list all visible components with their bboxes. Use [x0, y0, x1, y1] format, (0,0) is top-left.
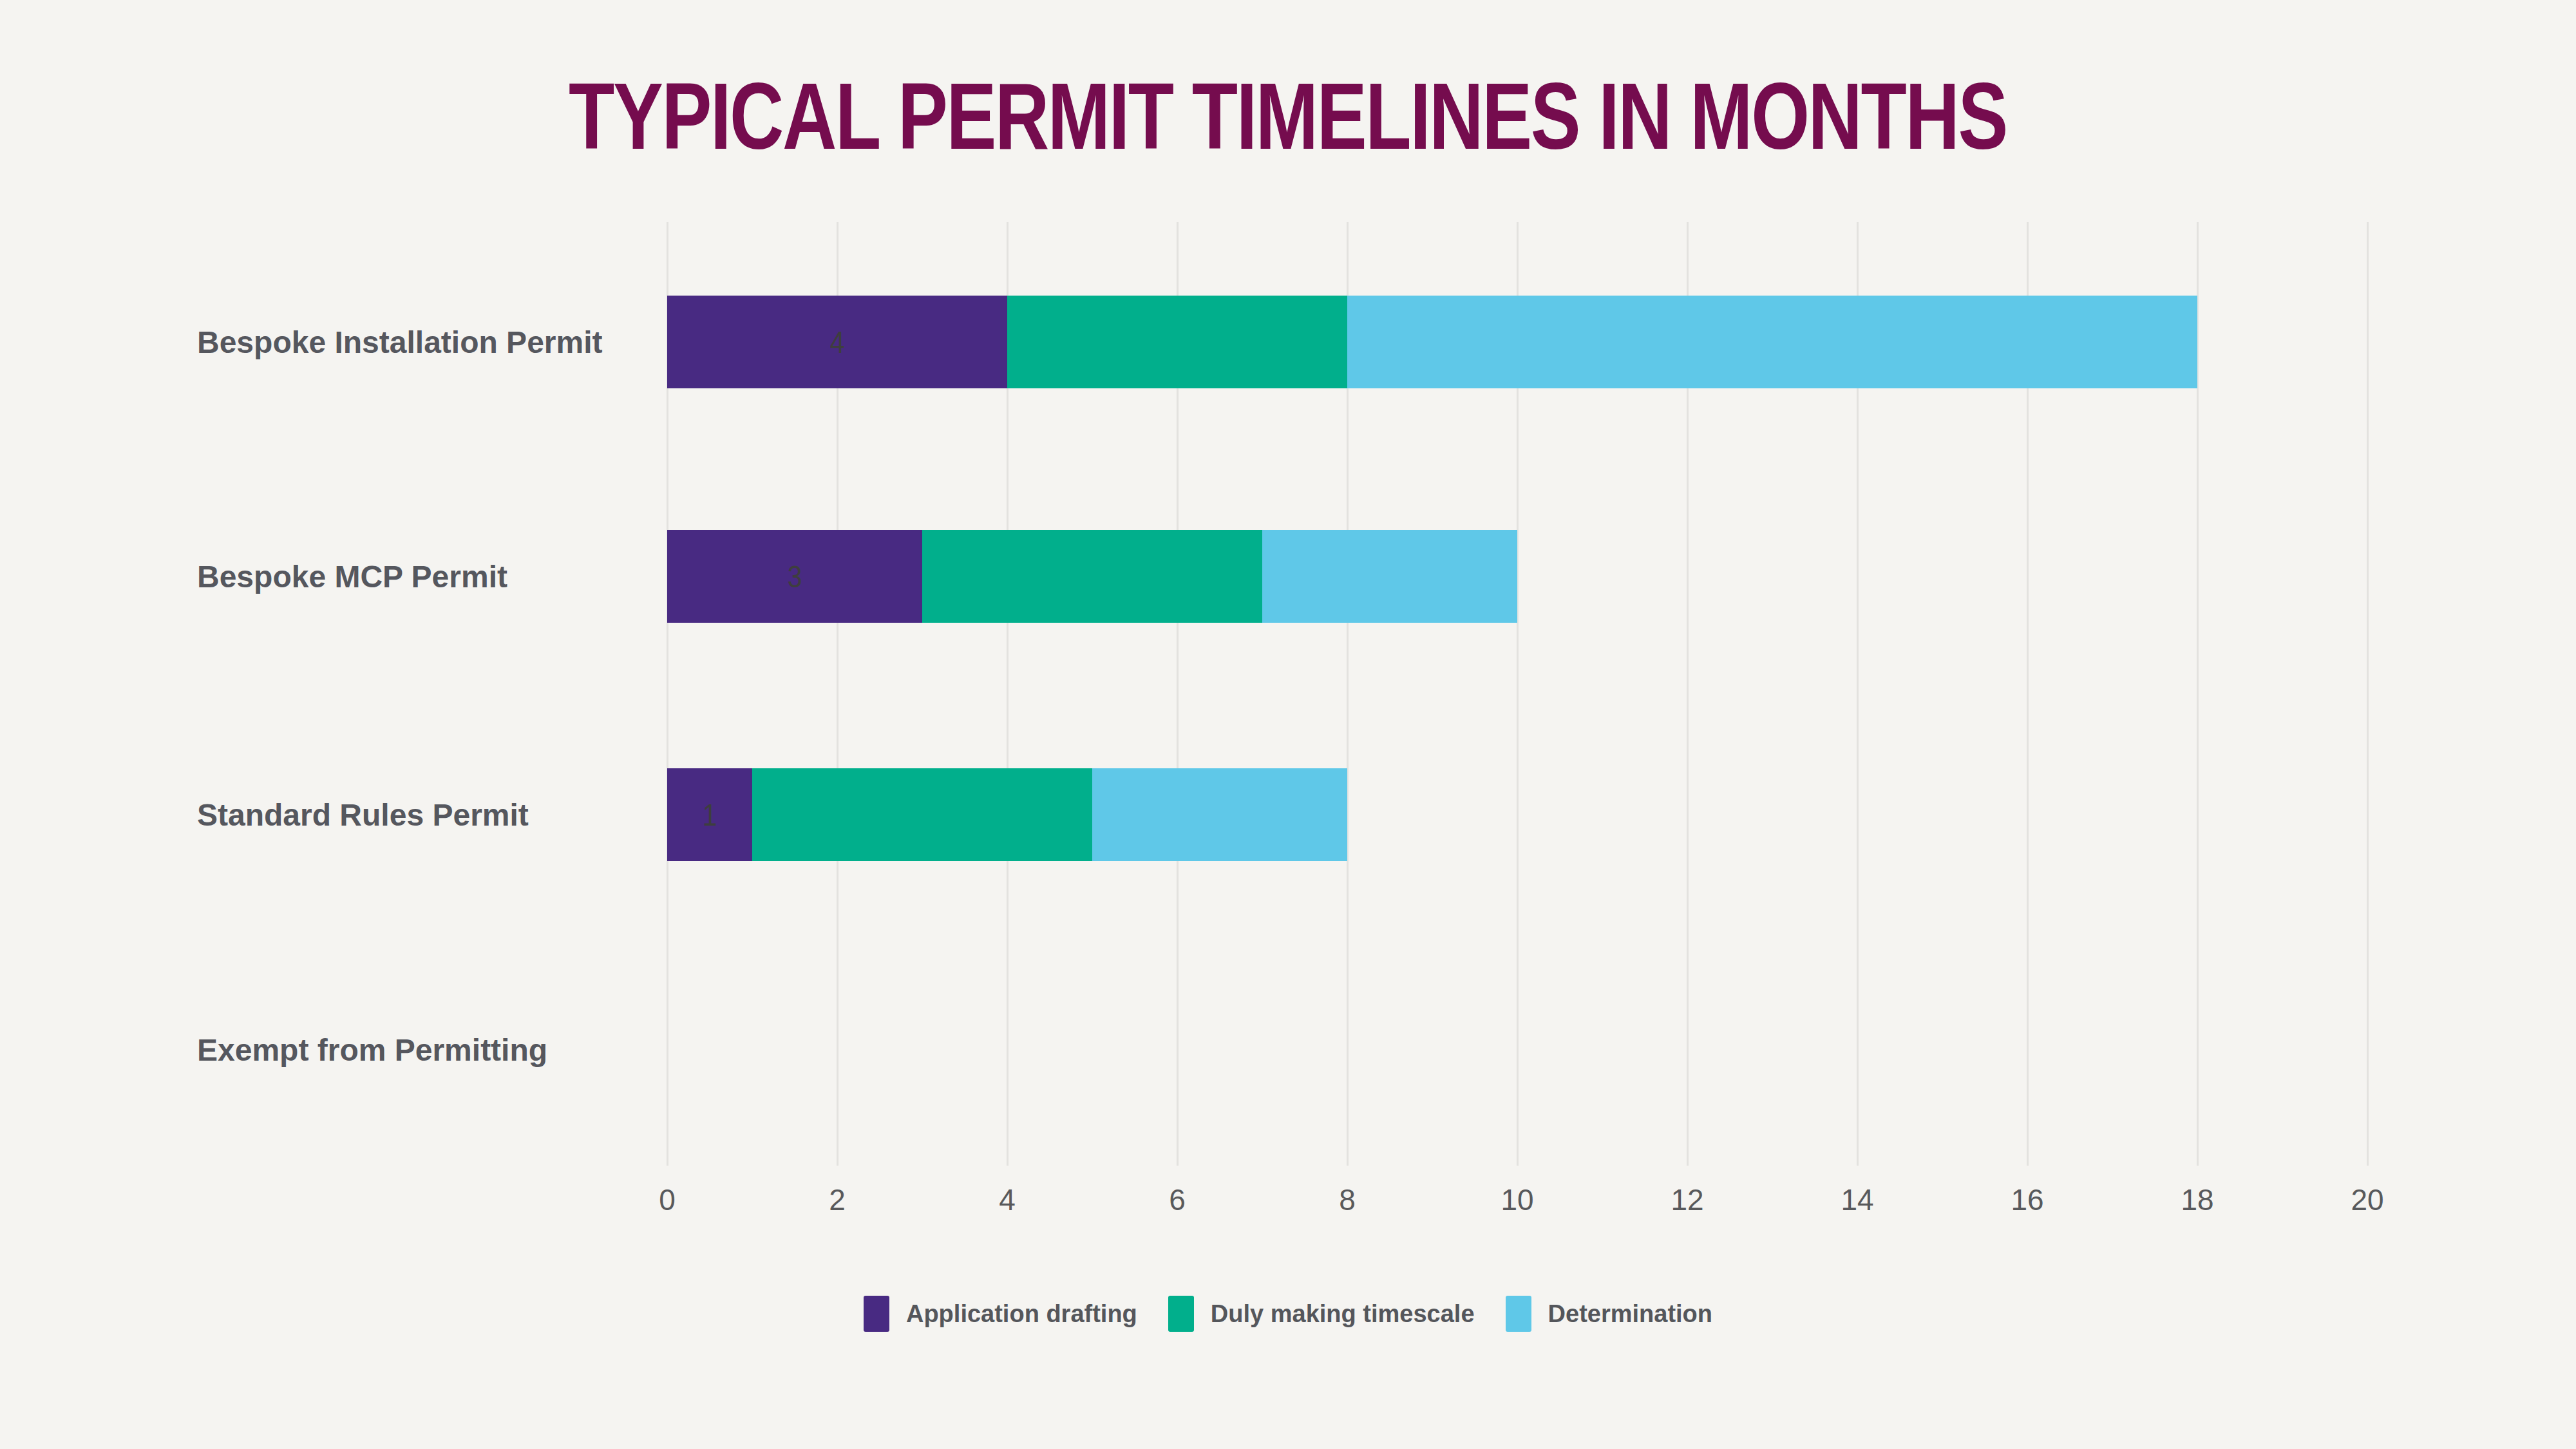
x-tick-label: 2 — [829, 1182, 846, 1217]
category-label: Bespoke Installation Permit — [197, 325, 603, 360]
legend-item: Determination — [1506, 1296, 1712, 1332]
segment-data-label: 4 — [830, 325, 845, 360]
x-tick-label: 12 — [1671, 1182, 1703, 1217]
x-tick-label: 4 — [999, 1182, 1016, 1217]
category-label: Standard Rules Permit — [197, 797, 529, 833]
bar-segment — [752, 768, 1092, 861]
gridline-x-20 — [2367, 222, 2369, 1166]
bar-segment — [1262, 530, 1517, 623]
legend-swatch-icon — [1168, 1296, 1194, 1332]
x-tick-label: 18 — [2181, 1182, 2213, 1217]
segment-data-label: 3 — [788, 559, 802, 594]
x-tick-label: 16 — [2011, 1182, 2043, 1217]
legend-label: Application drafting — [906, 1300, 1137, 1328]
legend-item: Duly making timescale — [1168, 1296, 1475, 1332]
x-tick-label: 20 — [2351, 1182, 2383, 1217]
legend-label: Duly making timescale — [1211, 1300, 1475, 1328]
bar-segment — [1347, 296, 2197, 388]
x-tick-label: 8 — [1339, 1182, 1356, 1217]
legend-item: Application drafting — [864, 1296, 1137, 1332]
plot-area: 4 3 1 Bespoke Installation Permit Bespoke MC… — [0, 0, 2576, 1449]
chart-canvas: TYPICAL PERMIT TIMELINES IN MONTHS 431Be… — [0, 0, 2576, 1449]
legend-swatch-icon — [864, 1296, 889, 1332]
legend-swatch-icon — [1506, 1296, 1531, 1332]
x-tick-label: 0 — [659, 1182, 676, 1217]
category-label: Bespoke MCP Permit — [197, 559, 507, 594]
legend-label: Determination — [1548, 1300, 1712, 1328]
x-tick-label: 10 — [1501, 1182, 1533, 1217]
segment-data-label: 1 — [703, 797, 717, 833]
x-tick-label: 14 — [1841, 1182, 1873, 1217]
legend: Application drafting Duly making timescal… — [0, 1296, 2576, 1332]
bar-segment — [1007, 296, 1347, 388]
x-tick-label: 6 — [1169, 1182, 1186, 1217]
category-label: Exempt from Permitting — [197, 1032, 547, 1068]
bar-segment — [922, 530, 1262, 623]
bar-segment — [1092, 768, 1347, 861]
